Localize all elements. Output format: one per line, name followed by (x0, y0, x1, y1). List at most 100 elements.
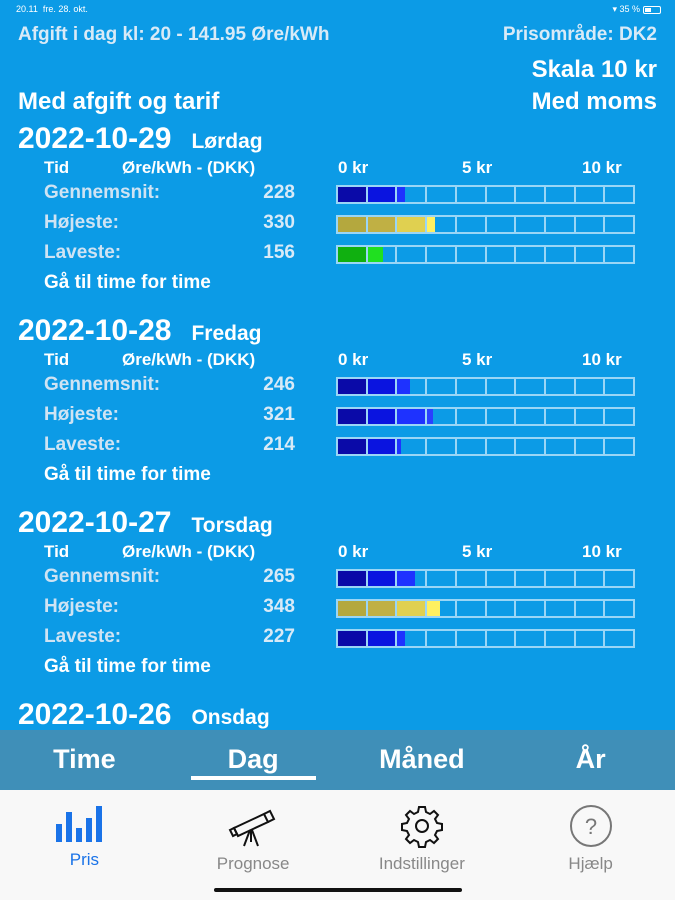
bar-cell (338, 247, 368, 262)
bar-cell (576, 187, 606, 202)
price-row: Laveste: 156 (0, 242, 675, 270)
nav-pris[interactable]: Pris (0, 790, 169, 900)
bar-cell (427, 217, 457, 232)
bar-fill (367, 187, 396, 202)
bar-cell (427, 379, 457, 394)
bar-cell (457, 439, 487, 454)
tab-dag[interactable]: Dag (169, 730, 338, 790)
bar-cell (546, 217, 576, 232)
bar-cell (457, 409, 487, 424)
bar-cell (457, 217, 487, 232)
bar-cell (516, 571, 546, 586)
bar-fill (427, 409, 433, 424)
bar-fill (367, 631, 396, 646)
bar-cell (427, 571, 457, 586)
bar-cell (367, 217, 398, 232)
prisomraade[interactable]: Prisområde: DK2 (502, 24, 657, 45)
bar-fill (338, 379, 366, 394)
day-date: 2022-10-26 (18, 698, 172, 730)
day-section: 2022-10-26 Onsdag (0, 698, 675, 730)
day-weekday: Lørdag (191, 130, 263, 153)
row-label: Gennemsnit: (44, 182, 161, 203)
price-row: Højeste: 330 (0, 212, 675, 240)
row-label: Højeste: (44, 404, 119, 425)
bar-cell (546, 439, 576, 454)
nav-label: Prognose (216, 854, 290, 873)
bar-fill (397, 379, 411, 394)
nav-label: Pris (69, 850, 100, 869)
bar-cell (487, 379, 517, 394)
bar-cell (367, 409, 398, 424)
day-list[interactable]: 2022-10-29 Lørdag Tid Øre/kWh - (DKK) 0 kr… (0, 122, 675, 730)
bar-fill (338, 571, 366, 586)
nav-prognose[interactable]: Prognose (169, 790, 338, 900)
bar-cell (516, 409, 546, 424)
bar-cell (546, 187, 576, 202)
bar-cell (605, 187, 633, 202)
bar-cell (576, 247, 606, 262)
bar-cell (457, 601, 487, 616)
nav-hjælp[interactable]: ? Hjælp (506, 790, 675, 900)
price-bar (336, 215, 635, 234)
status-bar: 20.11 fre. 28. okt. ▾ 35 % (16, 4, 661, 18)
bar-cell (516, 631, 546, 646)
price-bar (336, 437, 635, 456)
bar-cell (397, 187, 428, 202)
bar-cell (487, 439, 517, 454)
gear-icon (338, 804, 507, 848)
scale-0: 0 kr (338, 158, 369, 177)
status-time: 20.11 (16, 4, 38, 14)
bar-cell (516, 247, 546, 262)
bar-cell (397, 631, 428, 646)
goto-hourly-link[interactable]: Gå til time for time (44, 272, 211, 293)
price-row: Højeste: 348 (0, 596, 675, 624)
col-unit: Øre/kWh - (DKK) (122, 158, 256, 177)
bar-fill (338, 409, 366, 424)
afgift-mode[interactable]: Med afgift og tarif (18, 88, 220, 115)
price-bar (336, 599, 635, 618)
tab-måned[interactable]: Måned (379, 744, 465, 774)
row-label: Højeste: (44, 596, 119, 617)
bar-fill (367, 217, 396, 232)
bar-cell (546, 379, 576, 394)
bar-cell (487, 409, 517, 424)
bar-cell (487, 187, 517, 202)
row-value: 246 (263, 374, 295, 395)
tab-time[interactable]: Time (53, 744, 116, 774)
goto-hourly-link[interactable]: Gå til time for time (44, 656, 211, 677)
col-tid: Tid (44, 350, 70, 369)
day-date: 2022-10-28 (18, 314, 172, 347)
skala-toggle[interactable]: Skala 10 kr (531, 56, 657, 83)
row-label: Laveste: (44, 242, 122, 263)
day-section: 2022-10-27 Torsdag Tid Øre/kWh - (DKK) 0 k… (0, 506, 675, 698)
bar-fill (397, 631, 405, 646)
nav-indstillinger[interactable]: Indstillinger (338, 790, 507, 900)
bar-cell (367, 379, 398, 394)
bar-fill (367, 379, 396, 394)
bar-fill (338, 247, 366, 262)
day-weekday: Fredag (191, 322, 262, 345)
bar-cell (427, 247, 457, 262)
bar-cell (457, 631, 487, 646)
price-bar (336, 245, 635, 264)
tab-år[interactable]: År (575, 744, 606, 774)
bar-fill (338, 439, 366, 454)
bar-cell (605, 379, 633, 394)
bar-cell (546, 247, 576, 262)
bar-fill (397, 571, 416, 586)
day-date: 2022-10-29 (18, 122, 172, 155)
bar-cell (605, 571, 633, 586)
bar-cell (576, 439, 606, 454)
price-bar (336, 629, 635, 648)
goto-hourly-link[interactable]: Gå til time for time (44, 464, 211, 485)
row-label: Laveste: (44, 626, 122, 647)
bar-cell (487, 571, 517, 586)
bar-cell (605, 631, 633, 646)
row-label: Gennemsnit: (44, 566, 161, 587)
moms-mode[interactable]: Med moms (531, 88, 657, 115)
price-row: Gennemsnit: 228 (0, 182, 675, 210)
bar-fill (338, 601, 366, 616)
bar-fill (367, 601, 396, 616)
bar-cell (457, 379, 487, 394)
price-row: Laveste: 227 (0, 626, 675, 654)
